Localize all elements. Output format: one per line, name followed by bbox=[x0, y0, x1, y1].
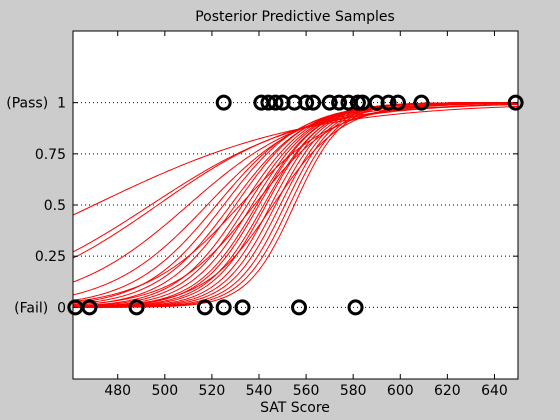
x-tick-label-5: 580 bbox=[340, 383, 367, 399]
data-point-marker-6 bbox=[298, 94, 315, 111]
posterior-curve-2 bbox=[72, 103, 519, 259]
data-point-marker-15 bbox=[389, 94, 406, 111]
axes-background bbox=[73, 31, 518, 379]
posterior-curve-21 bbox=[72, 102, 518, 308]
x-tick-label-4: 560 bbox=[293, 383, 320, 399]
data-point-marker-7 bbox=[305, 94, 322, 111]
data-point-marker-20 bbox=[128, 299, 145, 316]
y-tick-label-2: 0.5 bbox=[44, 198, 66, 214]
data-point-marker-19 bbox=[81, 299, 98, 316]
data-point-marker-0 bbox=[215, 94, 232, 111]
data-point-marker-17 bbox=[507, 94, 524, 111]
posterior-sample-curves bbox=[72, 102, 519, 308]
x-axis-label: SAT Score bbox=[260, 400, 330, 416]
data-point-marker-21 bbox=[196, 299, 213, 316]
x-tick-label-8: 640 bbox=[481, 383, 508, 399]
observed-data-markers bbox=[67, 94, 524, 316]
y-tick-label-0: (Fail) 0 bbox=[14, 300, 66, 316]
data-point-marker-9 bbox=[331, 94, 348, 111]
data-point-marker-22 bbox=[215, 299, 232, 316]
x-tick-label-6: 600 bbox=[387, 383, 414, 399]
data-point-marker-24 bbox=[291, 299, 308, 316]
data-point-marker-3 bbox=[267, 94, 284, 111]
y-tick-label-3: 0.75 bbox=[35, 147, 66, 163]
data-point-marker-16 bbox=[413, 94, 430, 111]
data-point-marker-11 bbox=[349, 94, 366, 111]
posterior-curve-24 bbox=[72, 102, 519, 303]
x-tick-label-2: 520 bbox=[199, 383, 226, 399]
x-tick-label-0: 480 bbox=[104, 383, 131, 399]
x-tick-label-3: 540 bbox=[246, 383, 273, 399]
y-tick-label-1: 0.25 bbox=[35, 249, 66, 265]
y-tick-label-4: (Pass) 1 bbox=[6, 96, 66, 112]
data-point-marker-14 bbox=[380, 94, 397, 111]
axis-ticks: (Fail) 0 0.25 0.5 0.75 (Pass) 1 480 500 520 540 5… bbox=[6, 31, 518, 399]
x-tick-label-7: 620 bbox=[434, 383, 461, 399]
data-point-marker-23 bbox=[234, 299, 251, 316]
chart-title: Posterior Predictive Samples bbox=[195, 9, 395, 25]
posterior-curve-23 bbox=[72, 102, 519, 308]
data-point-marker-8 bbox=[321, 94, 338, 111]
x-tick-label-1: 500 bbox=[151, 383, 178, 399]
data-point-marker-25 bbox=[347, 299, 364, 316]
